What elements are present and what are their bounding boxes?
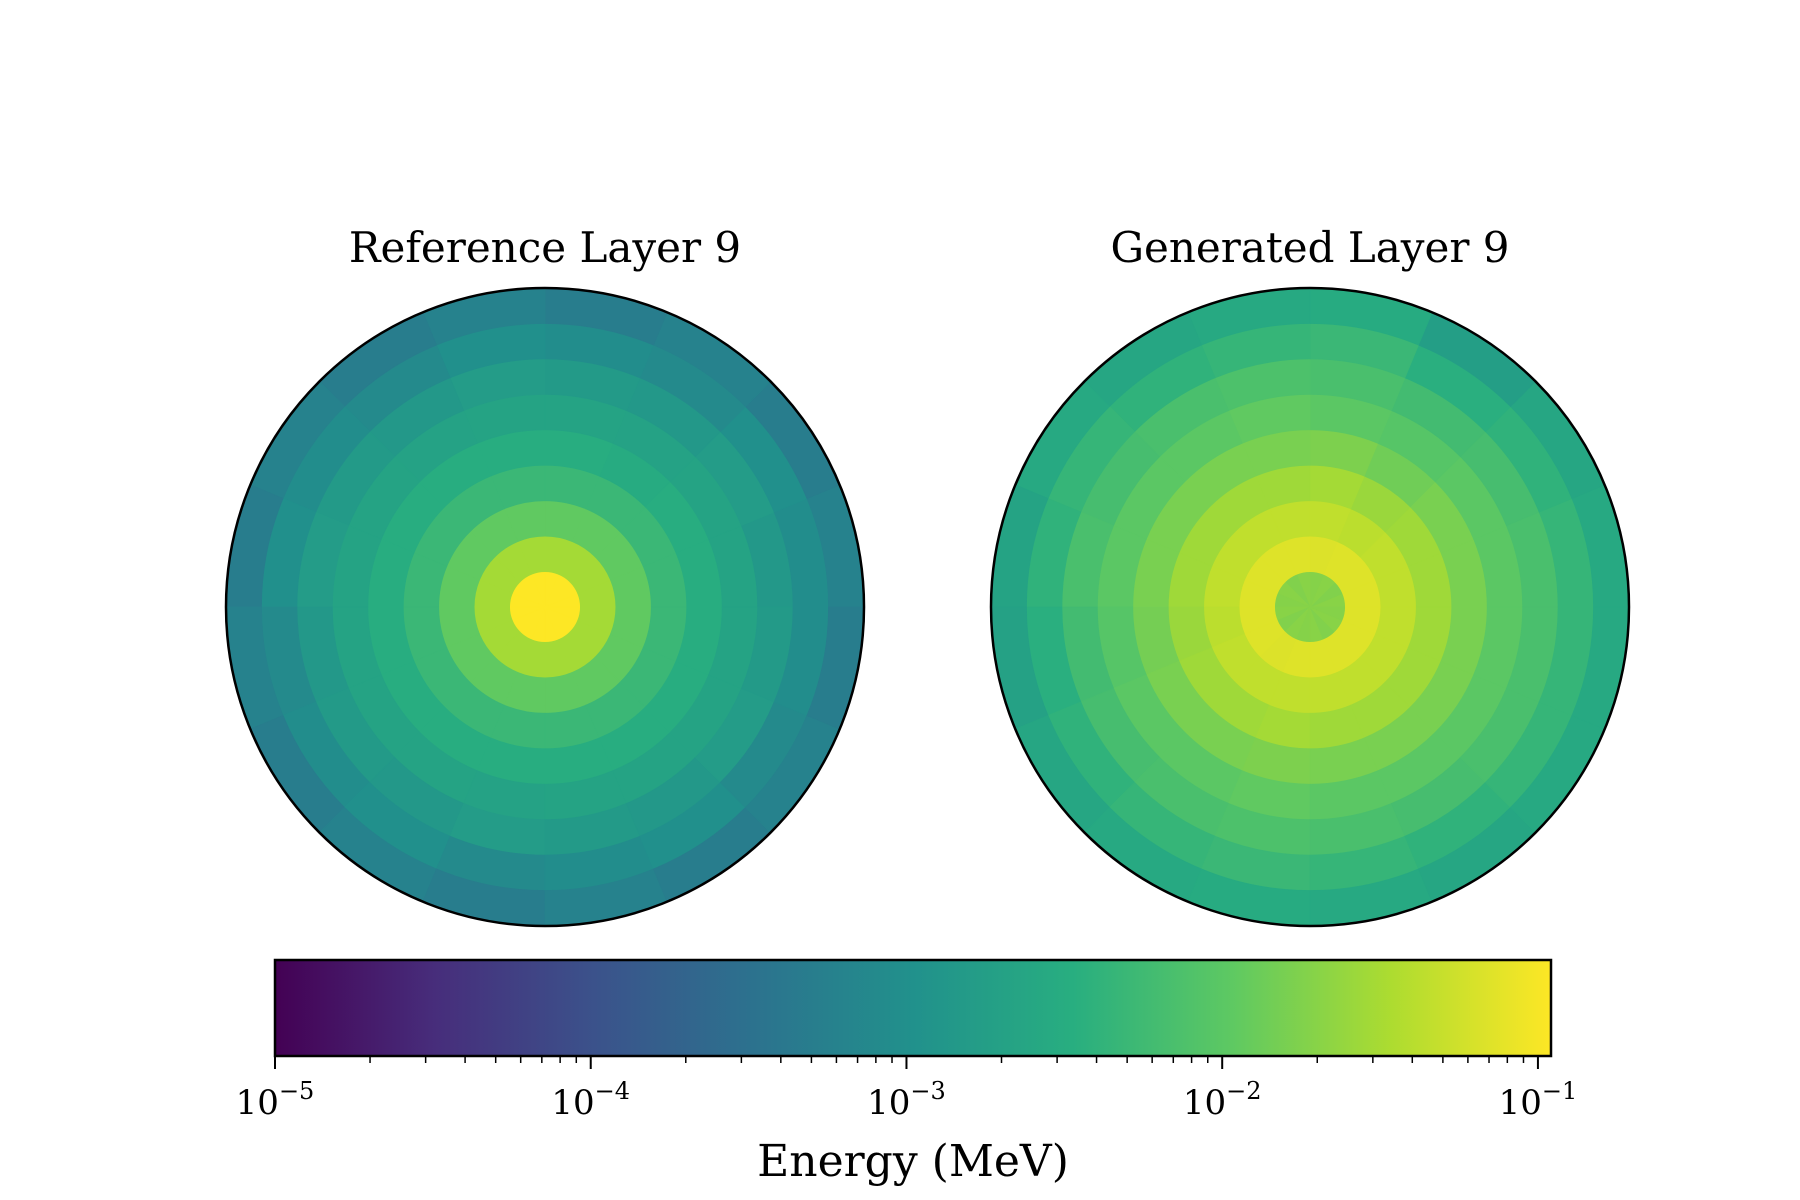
colorbar-label: Energy (MeV)	[757, 1136, 1069, 1187]
colorbar-gradient	[273, 958, 1553, 1058]
colorbar: 10−5 10−4 10−3 10−2 10−1 Energy (MeV)	[236, 958, 1578, 1187]
colorbar-tick-label: 10−5	[236, 1077, 315, 1123]
polar-heatmap-generated	[990, 287, 1630, 927]
panel-generated: Generated Layer 9	[989, 223, 1631, 928]
colorbar-tick-label: 10−1	[1499, 1077, 1578, 1123]
colorbar-tick-label: 10−4	[551, 1077, 630, 1123]
polar-outline-reference	[224, 286, 866, 928]
colorbar-ticks: 10−5 10−4 10−3 10−2 10−1	[236, 1056, 1578, 1123]
polar-outline-generated	[989, 286, 1631, 928]
colorbar-tick-label: 10−2	[1183, 1077, 1262, 1123]
polar-heatmap-reference	[225, 287, 865, 927]
panel-title-generated: Generated Layer 9	[1110, 223, 1509, 272]
panel-title-reference: Reference Layer 9	[349, 223, 741, 272]
panel-reference: Reference Layer 9	[224, 223, 866, 928]
colorbar-tick-label: 10−3	[867, 1077, 946, 1123]
